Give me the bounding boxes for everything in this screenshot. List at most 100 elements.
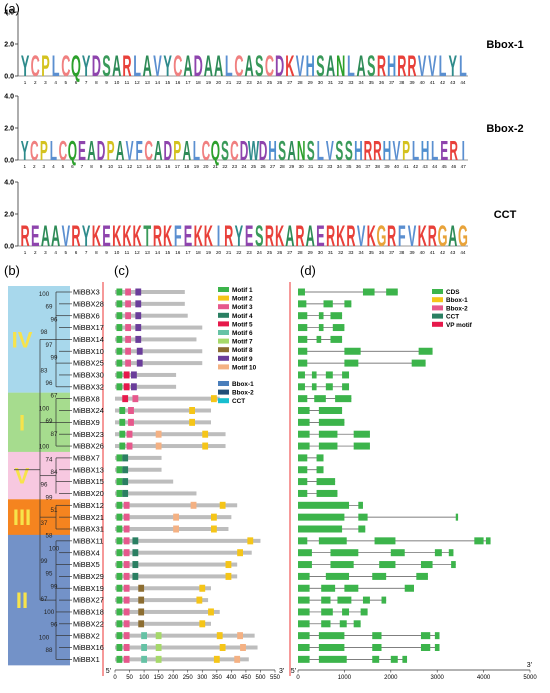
protein-bar [115, 455, 162, 460]
gene-name: MiBBX10 [73, 347, 104, 356]
logo-letter: L [431, 137, 438, 167]
position-label: 25 [267, 250, 273, 255]
exon [298, 525, 343, 533]
exon [298, 644, 310, 651]
position-label: 14 [155, 80, 161, 85]
gene-name: MiBBX26 [73, 442, 104, 451]
protein-bar [115, 432, 226, 437]
motif [225, 572, 232, 580]
motif [116, 620, 123, 628]
position-label: 27 [270, 164, 276, 169]
legend-swatch [218, 355, 229, 361]
exon [316, 466, 324, 474]
exon [318, 430, 338, 438]
legend-swatch [218, 347, 229, 353]
position-label: 13 [145, 80, 151, 85]
position-label: 43 [450, 250, 456, 255]
motif [123, 371, 130, 379]
logo-letter: V [357, 220, 365, 252]
bootstrap: 99 [51, 355, 58, 362]
logo-letter: Y [21, 137, 29, 167]
position-label: 16 [175, 250, 181, 255]
logo-letter: V [326, 137, 334, 167]
logo-letter: A [285, 220, 294, 252]
x-tick-label: 2000 [384, 675, 398, 681]
exon [434, 549, 442, 557]
logo-letter: F [398, 220, 406, 252]
position-label: 11 [118, 164, 123, 169]
motif [128, 418, 134, 426]
motif [116, 584, 123, 592]
legend-swatch [218, 312, 229, 318]
position-label: 9 [105, 250, 108, 255]
position-label: 34 [359, 250, 365, 255]
position-label: 23 [247, 80, 253, 85]
position-label: 7 [85, 80, 88, 85]
motif [119, 430, 126, 438]
position-label: 8 [95, 250, 98, 255]
logo-letter: L [459, 50, 467, 82]
exon [298, 324, 308, 332]
bootstrap: 69 [46, 304, 53, 311]
motif [202, 430, 209, 438]
logo-letter: R [387, 220, 396, 252]
exon [321, 584, 336, 592]
motif [135, 335, 142, 343]
logo-letter: A [51, 220, 60, 252]
x-tick-label: 4000 [477, 675, 491, 681]
logo-letter: H [383, 137, 392, 167]
exon [298, 288, 305, 296]
logo-letter: K [204, 220, 214, 252]
logo-letter: P [41, 50, 49, 82]
motif [125, 312, 131, 320]
logo-letter: H [421, 137, 430, 167]
motif [213, 655, 220, 663]
logo-letter: P [173, 137, 181, 167]
motif [116, 537, 123, 545]
legend-label: Motif 2 [232, 296, 253, 303]
logo-letter: S [221, 137, 229, 167]
logo-letter: A [326, 50, 335, 82]
logo-letter: W [248, 137, 259, 167]
group-label: III [13, 505, 31, 530]
logo-letter: L [412, 137, 419, 167]
bootstrap: 99 [46, 494, 53, 501]
position-label: 3 [44, 250, 47, 255]
protein-bar [115, 645, 258, 650]
x-tick-label: 50 [126, 675, 133, 681]
exon [362, 596, 370, 604]
logo-letter: T [143, 220, 151, 252]
logo-letter: H [268, 137, 277, 167]
position-label: 1 [24, 80, 27, 85]
exon [298, 466, 308, 474]
position-label: 37 [365, 164, 371, 169]
position-label: 24 [241, 164, 247, 169]
protein-bar [115, 290, 185, 294]
logo-letter: R [364, 137, 373, 167]
x-tick-label: 550 [270, 675, 281, 681]
exon [344, 300, 352, 308]
legend-label: Motif 7 [232, 339, 253, 346]
logo-letter: K [194, 220, 204, 252]
gene-name: MiBBX17 [73, 323, 104, 332]
logo-letter: L [439, 50, 447, 82]
y-tick-label: 2.0 [4, 212, 14, 219]
protein-bar [115, 503, 238, 508]
position-label: 35 [369, 80, 375, 85]
motif [116, 489, 123, 497]
position-label: 15 [165, 80, 171, 85]
x-tick-label: 100 [139, 675, 150, 681]
motif [128, 407, 134, 414]
bootstrap: 67 [41, 596, 48, 603]
motif [131, 371, 137, 379]
logo-letter: A [356, 50, 365, 82]
logo-letter: F [174, 220, 182, 252]
logo-letter: D [240, 137, 249, 167]
motif [135, 288, 142, 296]
logo-letter: A [41, 220, 50, 252]
protein-bar [115, 491, 197, 496]
exon [448, 549, 454, 557]
position-label: 42 [413, 164, 419, 169]
logo-letter: L [317, 137, 324, 167]
motif [116, 572, 123, 580]
